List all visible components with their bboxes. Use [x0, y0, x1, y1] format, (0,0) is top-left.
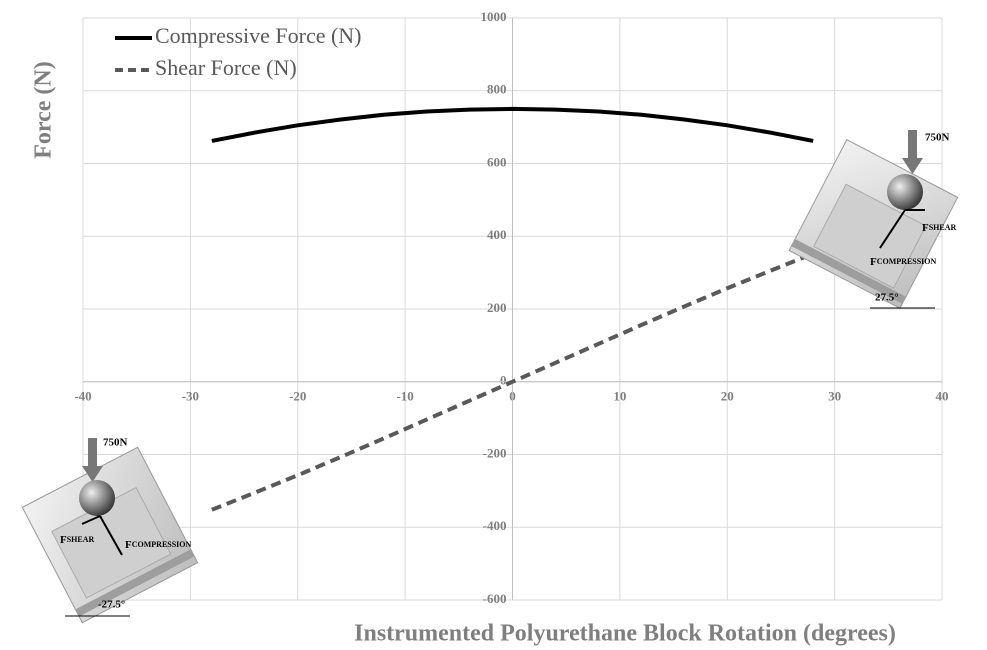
x-tick-label: 40 [936, 389, 949, 404]
y-tick-label: 600 [487, 154, 507, 169]
chart: -40-30-20-10010203040-600-400-2000200400… [0, 0, 987, 650]
y-tick-label: 400 [487, 227, 507, 242]
inset-compression: FCOMPRESSION [125, 539, 192, 551]
inset-angle: 27.5° [875, 292, 899, 304]
y-tick-label: 200 [487, 300, 507, 315]
inset-negative: 750N FSHEAR FCOMPRESSION -27.5° [22, 437, 197, 623]
x-axis-title: Instrumented Polyurethane Block Rotation… [354, 621, 896, 647]
x-tick-label: -20 [289, 389, 306, 404]
inset-compression: FCOMPRESSION [870, 256, 937, 268]
y-tick-label: 0 [500, 373, 507, 388]
inset-shear: FSHEAR [922, 222, 957, 234]
x-tick-label: -40 [74, 389, 91, 404]
plot-area: -40-30-20-10010203040-600-400-2000200400… [74, 9, 948, 606]
y-axis-title: Force (N) [31, 61, 57, 159]
x-tick-label: -30 [182, 389, 199, 404]
inset-angle: -27.5° [98, 599, 125, 611]
y-tick-label: -200 [483, 445, 507, 460]
legend-label: Shear Force (N) [155, 55, 297, 80]
x-tick-label: 10 [613, 389, 626, 404]
inset-positive: 750N FSHEAR FCOMPRESSION 27.5° [789, 130, 958, 308]
inset-load: 750N [925, 132, 950, 144]
inset-shear: FSHEAR [60, 534, 95, 546]
x-tick-label: -10 [396, 389, 413, 404]
y-tick-label: -600 [483, 591, 507, 606]
x-tick-label: 20 [721, 389, 734, 404]
inset-load: 750N [103, 437, 128, 449]
y-tick-label: 1000 [481, 9, 507, 24]
y-tick-label: 800 [487, 82, 507, 97]
legend-label: Compressive Force (N) [155, 23, 362, 48]
x-tick-label: 30 [828, 389, 841, 404]
y-tick-label: -400 [483, 518, 507, 533]
